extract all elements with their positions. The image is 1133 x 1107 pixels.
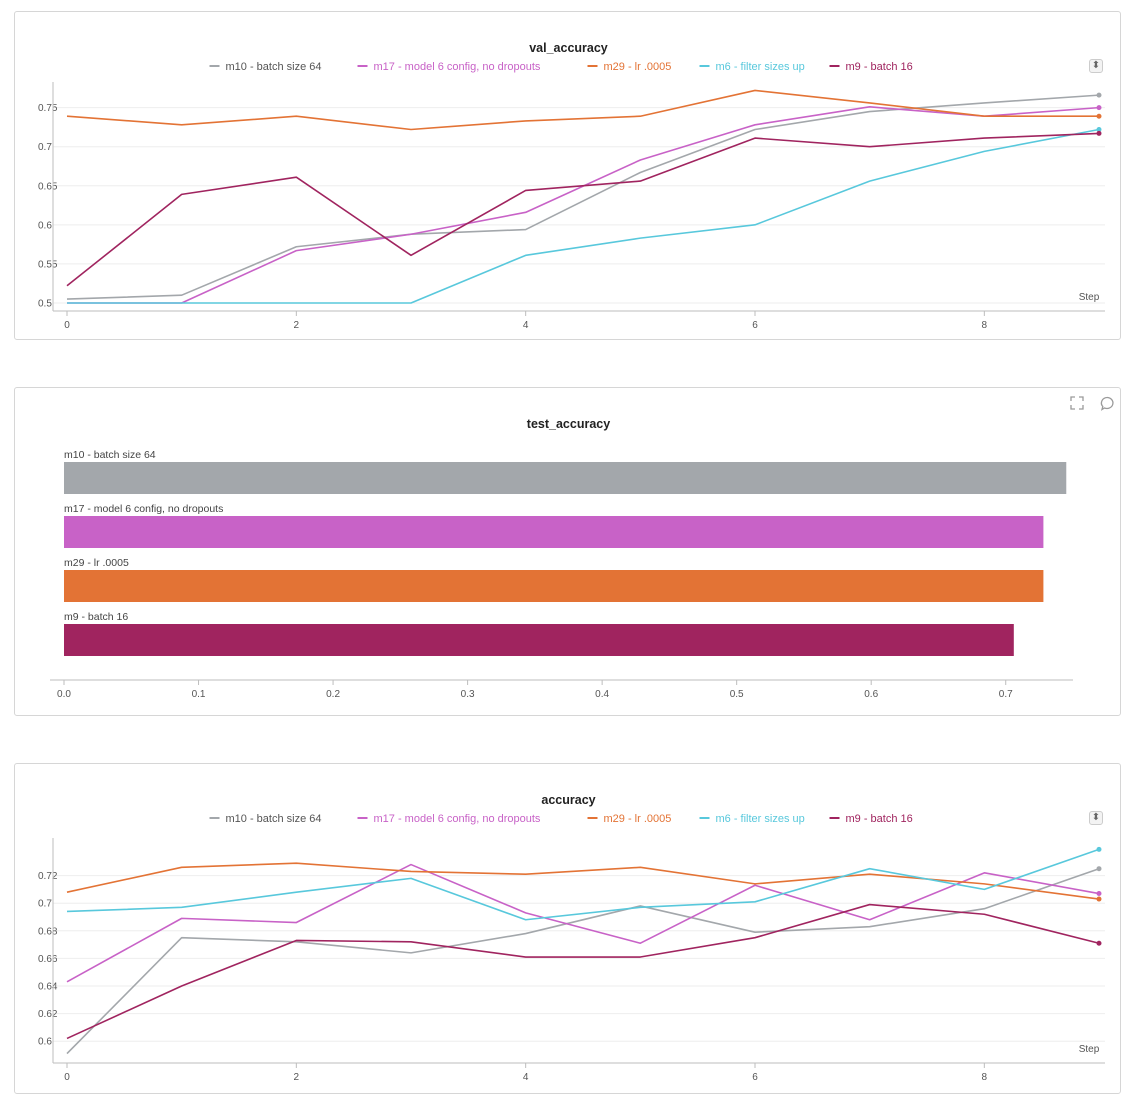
y-tick-label: 0.64: [38, 982, 58, 993]
y-tick-label: 0.66: [38, 954, 58, 965]
series-end-point-m6: [1096, 127, 1102, 133]
series-line-m10[interactable]: [66, 94, 1100, 300]
legend-label-m9: m9 - batch 16: [846, 61, 913, 73]
fullscreen-icon[interactable]: [1070, 396, 1084, 413]
x-tick-label: 4: [523, 320, 529, 331]
series-end-point-m6: [1096, 846, 1102, 852]
x-tick-label: 0: [64, 320, 70, 331]
x-tick-label: 0.2: [326, 689, 340, 700]
series-end-point-m17: [1096, 105, 1102, 111]
y-tick-label: 0.7: [38, 142, 52, 153]
y-tick-label: 0.62: [38, 1009, 58, 1020]
chart-title: test_accuracy: [527, 417, 610, 431]
legend-label-m10: m10 - batch size 64: [226, 813, 322, 825]
series-line-m9[interactable]: [66, 132, 1100, 287]
x-tick-label: 0.0: [57, 689, 71, 700]
y-tick-label: 0.68: [38, 926, 58, 937]
y-tick-label: 0.6: [38, 1037, 52, 1048]
series-end-point-m10: [1096, 866, 1102, 872]
series-line-m17[interactable]: [66, 863, 1100, 983]
x-tick-label: 0.1: [192, 689, 206, 700]
legend-label-m29: m29 - lr .0005: [604, 813, 672, 825]
x-tick-label: 2: [294, 1072, 300, 1083]
series-line-m10[interactable]: [66, 867, 1100, 1055]
series-line-m29[interactable]: [66, 89, 1099, 131]
val-accuracy-panel: val_accuracy m10 - batch size 64 m17 - mod…: [14, 11, 1121, 340]
bar-m9[interactable]: [64, 624, 1014, 656]
series-line-m17[interactable]: [67, 106, 1100, 304]
series-line-m29[interactable]: [66, 862, 1100, 900]
series-end-point-m9: [1096, 940, 1102, 946]
sort-toggle-icon[interactable]: ⬍: [1089, 811, 1103, 825]
x-tick-label: 0.7: [999, 689, 1013, 700]
y-tick-label: 0.6: [38, 220, 52, 231]
bar-m29[interactable]: [64, 570, 1044, 602]
y-tick-label: 0.7: [38, 899, 52, 910]
test-accuracy-chart[interactable]: test_accuracy m10 - batch size 64 m17 - mo…: [15, 388, 1122, 717]
series-line-m6[interactable]: [66, 848, 1100, 921]
accuracy-chart[interactable]: accuracy m10 - batch size 64 m17 - model 6…: [15, 764, 1122, 1095]
series-end-point-m10: [1096, 92, 1102, 98]
sort-toggle-icon[interactable]: ⬍: [1089, 59, 1103, 73]
x-tick-label: 6: [752, 1072, 758, 1083]
bar-label-m10: m10 - batch size 64: [64, 449, 156, 461]
x-axis-label: Step: [1079, 1044, 1100, 1055]
series-end-point-m17: [1096, 891, 1102, 897]
y-tick-label: 0.72: [38, 871, 58, 882]
accuracy-panel: accuracy m10 - batch size 64 m17 - model 6…: [14, 763, 1121, 1094]
x-tick-label: 0.4: [595, 689, 609, 700]
test-accuracy-panel: test_accuracy m10 - batch size 64 m17 - mo…: [14, 387, 1121, 716]
legend-label-m17: m17 - model 6 config, no dropouts: [374, 813, 541, 825]
legend-label-m10: m10 - batch size 64: [226, 61, 322, 73]
x-tick-label: 0: [64, 1072, 70, 1083]
series-end-point-m29: [1096, 113, 1102, 119]
bar-m17[interactable]: [64, 516, 1044, 548]
val-accuracy-chart[interactable]: val_accuracy m10 - batch size 64 m17 - mod…: [15, 12, 1122, 341]
legend-label-m17: m17 - model 6 config, no dropouts: [374, 61, 541, 73]
x-tick-label: 0.6: [864, 689, 878, 700]
series-end-point-m29: [1096, 896, 1102, 902]
bar-label-m17: m17 - model 6 config, no dropouts: [64, 503, 223, 515]
legend-label-m9: m9 - batch 16: [846, 813, 913, 825]
series-line-m6[interactable]: [67, 128, 1100, 304]
chart-title: val_accuracy: [529, 41, 608, 55]
legend-label-m6: m6 - filter sizes up: [716, 61, 805, 73]
chart-title: accuracy: [541, 793, 595, 807]
series-end-point-m9: [1096, 130, 1102, 136]
legend-label-m6: m6 - filter sizes up: [716, 813, 805, 825]
y-tick-label: 0.75: [38, 103, 58, 114]
x-tick-label: 2: [294, 320, 300, 331]
x-tick-label: 8: [982, 1072, 988, 1083]
bar-m10[interactable]: [64, 462, 1067, 494]
x-tick-label: 0.5: [730, 689, 744, 700]
legend-label-m29: m29 - lr .0005: [604, 61, 672, 73]
y-tick-label: 0.55: [38, 259, 58, 270]
y-tick-label: 0.5: [38, 299, 52, 310]
x-axis-label: Step: [1079, 292, 1100, 303]
x-tick-label: 4: [523, 1072, 529, 1083]
x-tick-label: 6: [752, 320, 758, 331]
y-tick-label: 0.65: [38, 181, 58, 192]
x-tick-label: 8: [982, 320, 988, 331]
bar-label-m9: m9 - batch 16: [64, 611, 128, 623]
comment-icon[interactable]: [1100, 396, 1115, 414]
series-line-m9[interactable]: [66, 903, 1100, 1040]
x-tick-label: 0.3: [461, 689, 475, 700]
bar-label-m29: m29 - lr .0005: [64, 557, 129, 569]
